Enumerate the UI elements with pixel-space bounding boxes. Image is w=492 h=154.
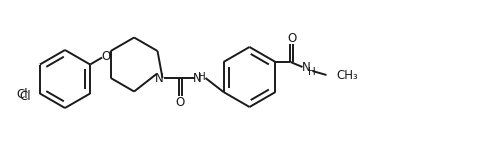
Text: CH₃: CH₃: [337, 69, 358, 81]
Text: H: H: [308, 67, 315, 77]
Text: Cl: Cl: [16, 88, 28, 101]
Text: N: N: [155, 71, 164, 85]
Text: O: O: [176, 95, 185, 109]
Text: H: H: [198, 72, 205, 82]
Text: N: N: [302, 61, 311, 73]
Text: Cl: Cl: [19, 90, 31, 103]
Text: O: O: [101, 50, 111, 63]
Text: N: N: [193, 71, 202, 85]
Text: O: O: [288, 32, 297, 45]
